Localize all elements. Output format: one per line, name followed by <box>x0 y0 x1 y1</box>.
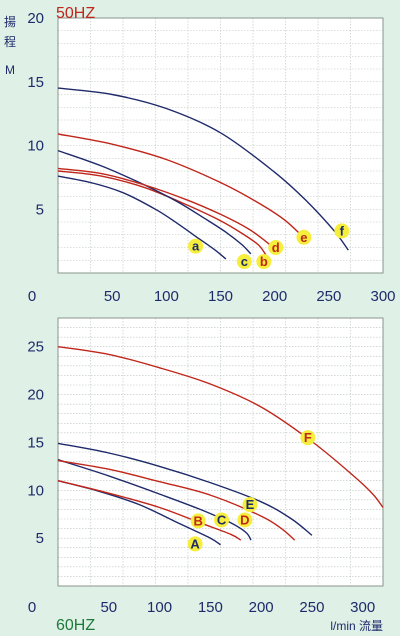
curve-label-E: E <box>246 497 255 512</box>
series-line-B <box>57 480 242 541</box>
curve-label-A: A <box>190 536 200 551</box>
curve-label-badge-f <box>334 223 350 239</box>
y-tick-label: 10 <box>27 482 44 499</box>
curve-label-a: a <box>192 239 200 254</box>
curve-label-e: e <box>300 230 307 245</box>
curve-label-badge-a <box>188 238 204 254</box>
y-tick-label: 15 <box>27 434 44 451</box>
series-line-b <box>57 170 267 256</box>
curve-label-badge-b <box>256 254 272 270</box>
y-tick-label: 25 <box>27 339 44 356</box>
chart-title: 60HZ <box>56 617 95 634</box>
x-tick-label: 100 <box>147 599 172 616</box>
series-line-e <box>57 133 308 242</box>
series-line-E <box>57 442 313 536</box>
curve-label-badge-c <box>236 254 252 270</box>
y-tick-label: 5 <box>36 201 44 218</box>
curve-label-badge-e <box>296 229 312 245</box>
curve-label-D: D <box>240 512 249 527</box>
series-line-c <box>57 149 252 255</box>
series-line-C <box>57 459 252 541</box>
series-group <box>57 87 349 260</box>
curve-label-B: B <box>193 513 202 528</box>
series-line-F <box>57 346 384 508</box>
curve-label-c: c <box>241 254 248 269</box>
x-tick-label: 150 <box>198 599 223 616</box>
x-tick-label: 200 <box>249 599 274 616</box>
curve-label-badge-E <box>242 497 258 513</box>
curve-label-badge-A <box>187 536 203 552</box>
x-tick-label: 150 <box>208 288 233 305</box>
y-axis-label: M <box>5 63 15 77</box>
series-line-f <box>57 87 349 251</box>
x-tick-label: 0 <box>28 288 36 305</box>
curve-label-f: f <box>340 223 345 238</box>
x-tick-label: 250 <box>299 599 324 616</box>
x-tick-label: 0 <box>28 599 36 616</box>
y-tick-label: 20 <box>27 10 44 27</box>
curve-labels: AB C DE F <box>187 430 316 552</box>
x-tick-label: 300 <box>350 599 375 616</box>
series-group <box>57 346 384 546</box>
curve-label-b: b <box>260 254 268 269</box>
x-tick-label: 50 <box>100 599 117 616</box>
x-tick-label: 300 <box>370 288 395 305</box>
curve-label-badge-F <box>300 430 316 446</box>
curve-label-d: d <box>272 240 280 255</box>
curve-label-badge-C <box>214 512 230 528</box>
y-tick-label: 5 <box>36 530 44 547</box>
x-axis-label: l/min 流量 <box>330 619 383 633</box>
plot-frame <box>57 317 384 587</box>
y-tick-label: 10 <box>27 138 44 155</box>
plot-frame <box>57 17 384 274</box>
series-line-D <box>57 459 296 541</box>
y-axis-label: 程 <box>4 34 16 49</box>
curve-labels: a c bd e f <box>188 223 350 270</box>
x-tick-label: 200 <box>262 288 287 305</box>
curve-label-badge-d <box>268 240 284 255</box>
grid <box>58 318 383 586</box>
curve-label-F: F <box>304 430 312 445</box>
x-tick-label: 100 <box>154 288 179 305</box>
y-tick-label: 15 <box>27 74 44 91</box>
y-axis-label: 揚 <box>4 15 16 29</box>
x-tick-label: 250 <box>316 288 341 305</box>
series-line-d <box>57 167 276 250</box>
chart-title: 50HZ <box>56 5 95 22</box>
series-line-a <box>57 175 227 260</box>
curve-label-badge-B <box>190 513 206 529</box>
y-tick-label: 20 <box>27 387 44 404</box>
curve-label-C: C <box>217 512 227 527</box>
grid <box>58 18 383 273</box>
curve-label-badge-D <box>237 512 253 528</box>
x-tick-label: 50 <box>104 288 121 305</box>
